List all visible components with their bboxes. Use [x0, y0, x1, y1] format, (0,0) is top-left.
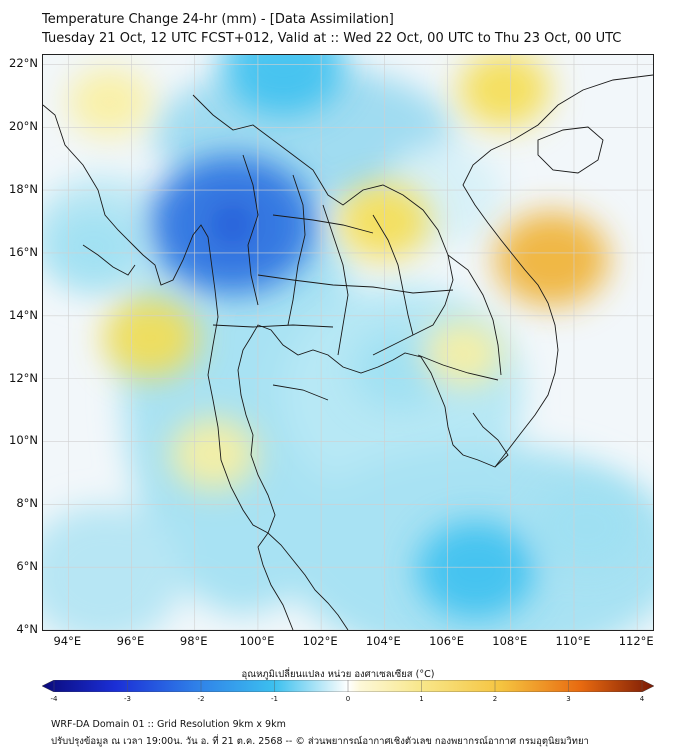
anomaly-blob [424, 320, 503, 387]
colorbar-tick-label: 0 [345, 695, 351, 703]
anomaly-blob [417, 521, 535, 620]
colorbar-tick-label: 3 [566, 695, 571, 703]
longitude-label: 104°E [365, 634, 401, 648]
anomaly-blob [102, 297, 199, 378]
anomaly-blob [534, 482, 639, 570]
longitude-label: 94°E [53, 634, 82, 648]
coastlines-and-borders [43, 74, 653, 630]
map-title: Temperature Change 24-hr (mm) - [Data As… [42, 12, 394, 27]
latitude-label: 12°N [9, 370, 38, 385]
longitude-label: 108°E [492, 634, 528, 648]
longitude-label: 106°E [429, 634, 465, 648]
anomaly-blob [458, 55, 551, 128]
footer-model-info: WRF-DA Domain 01 :: Grid Resolution 9km … [51, 719, 286, 730]
longitude-label: 110°E [555, 634, 591, 648]
temperature-change-map [42, 54, 654, 631]
latitude-label: 10°N [9, 433, 38, 448]
colorbar-tick-label: 1 [419, 695, 424, 703]
colorbar-tick-marks [53, 680, 643, 692]
colorbar-tick-label: -4 [50, 695, 58, 703]
latitude-label: 4°N [16, 622, 38, 636]
latitude-label: 8°N [16, 496, 38, 511]
longitude-label: 112°E [618, 634, 654, 648]
colorbar-tick-label: -2 [197, 695, 205, 703]
latitude-label: 14°N [9, 307, 38, 322]
footer-credits: ปรับปรุงข้อมูล ณ เวลา 19:00น. วัน อ. ที่… [51, 736, 589, 747]
anomaly-blob [169, 417, 258, 491]
colorbar-tick-label: -1 [271, 695, 278, 703]
anomaly-blob [222, 55, 345, 116]
longitude-label: 100°E [239, 634, 275, 648]
anomaly-core [218, 206, 247, 243]
latitude-label: 16°N [9, 244, 38, 259]
latitude-label: 18°N [9, 182, 38, 197]
longitude-label: 96°E [116, 634, 145, 648]
longitude-label: 98°E [179, 634, 208, 648]
anomaly-blobs [47, 55, 639, 620]
colorbar-title: อุณหภูมิเปลี่ยนแปลง หน่วย องศาเซลเซียส (… [241, 669, 435, 680]
latitude-label: 6°N [16, 559, 38, 574]
latitude-label: 20°N [9, 119, 38, 134]
latitude-label: 22°N [9, 56, 38, 71]
colorbar [42, 680, 654, 692]
anomaly-blob [495, 212, 609, 307]
colorbar-tick-label: 4 [639, 695, 645, 703]
longitude-label: 102°E [302, 634, 338, 648]
graticule [43, 55, 653, 630]
map-subtitle: Tuesday 21 Oct, 12 UTC FCST+012, Valid a… [42, 31, 622, 46]
anomaly-blob [352, 329, 449, 410]
anomaly-blob [67, 67, 151, 137]
colorbar-tick-label: -3 [124, 695, 131, 703]
colorbar-tick-label: 2 [492, 695, 498, 703]
anomaly-blob [47, 208, 140, 285]
